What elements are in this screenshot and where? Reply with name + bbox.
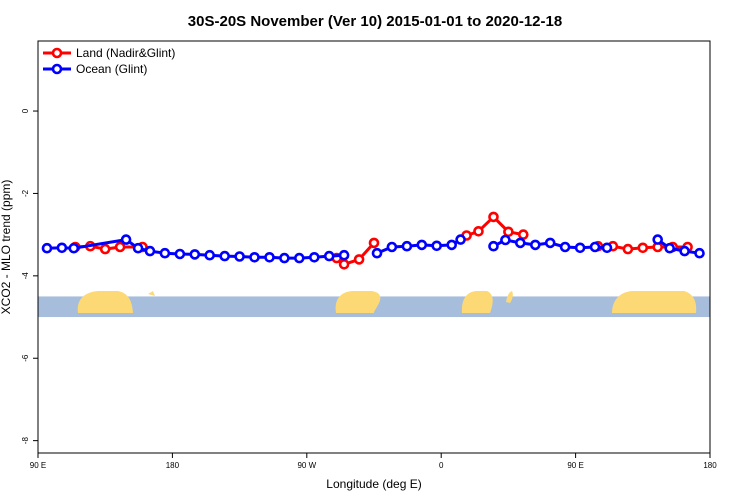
data-point bbox=[189, 249, 201, 260]
data-point bbox=[473, 226, 484, 237]
land-blob bbox=[77, 291, 133, 313]
data-point bbox=[41, 242, 53, 254]
data-point bbox=[503, 226, 514, 238]
data-point bbox=[338, 258, 350, 270]
data-point bbox=[664, 242, 676, 254]
data-point bbox=[279, 252, 290, 264]
y-tick-label: -6 bbox=[21, 354, 30, 362]
data-point bbox=[488, 240, 499, 252]
legend-marker-ocean bbox=[51, 63, 63, 75]
y-axis: 0 -2 -4 -6 -8 bbox=[21, 108, 38, 444]
data-point bbox=[234, 251, 245, 262]
data-point bbox=[159, 247, 171, 259]
data-point bbox=[488, 211, 499, 223]
y-tick-label: -4 bbox=[21, 272, 30, 280]
land-blob bbox=[148, 291, 155, 296]
x-tick-label: 0 bbox=[439, 461, 444, 470]
y-axis-label: XCO2 - MLO trend (ppm) bbox=[0, 180, 13, 315]
land-blob bbox=[335, 291, 381, 313]
x-tick-label: 90 E bbox=[30, 461, 46, 470]
data-point bbox=[204, 249, 215, 261]
x-tick-label: 180 bbox=[703, 461, 717, 470]
data-point bbox=[371, 247, 383, 259]
data-point bbox=[652, 234, 664, 245]
data-point bbox=[68, 242, 80, 254]
data-point bbox=[99, 243, 111, 255]
legend: Land (Nadir&Glint) Ocean (Glint) bbox=[43, 46, 175, 76]
data-point bbox=[323, 250, 335, 262]
data-point bbox=[416, 239, 428, 251]
data-point bbox=[132, 242, 144, 254]
data-point bbox=[517, 229, 529, 240]
land-blob bbox=[506, 291, 513, 303]
data-point bbox=[174, 248, 186, 260]
legend-marker-land bbox=[51, 47, 63, 59]
data-point bbox=[249, 251, 260, 263]
land-blob bbox=[461, 291, 493, 313]
data-point bbox=[120, 234, 132, 245]
data-point bbox=[529, 239, 541, 251]
data-point bbox=[219, 250, 230, 262]
legend-label-ocean: Ocean (Glint) bbox=[76, 62, 147, 76]
data-point bbox=[386, 241, 398, 253]
data-point bbox=[368, 237, 380, 249]
data-point bbox=[514, 237, 526, 249]
series-line bbox=[656, 238, 700, 255]
data-point bbox=[622, 243, 634, 255]
data-point bbox=[679, 245, 690, 257]
data-point bbox=[114, 241, 126, 253]
x-tick-label: 90 E bbox=[567, 461, 583, 470]
data-point bbox=[293, 252, 305, 264]
data-point bbox=[353, 254, 365, 265]
land-mask-strip bbox=[38, 291, 710, 318]
y-tick-label: -8 bbox=[21, 437, 30, 445]
land-blob bbox=[612, 291, 697, 313]
data-point bbox=[338, 249, 350, 261]
y-tick-label: 0 bbox=[21, 108, 30, 113]
data-point bbox=[574, 242, 586, 254]
data-point bbox=[544, 237, 556, 249]
data-point bbox=[56, 242, 68, 254]
series-layer bbox=[41, 211, 705, 270]
data-point bbox=[401, 240, 413, 252]
series-land bbox=[70, 211, 693, 270]
plot-frame bbox=[37, 40, 711, 454]
data-point bbox=[637, 242, 649, 254]
data-point bbox=[455, 234, 466, 245]
data-point bbox=[559, 241, 571, 253]
x-tick-label: 90 W bbox=[297, 461, 316, 470]
x-axis-label: Longitude (deg E) bbox=[326, 477, 421, 491]
data-point bbox=[601, 242, 613, 254]
data-point bbox=[446, 239, 458, 251]
data-point bbox=[589, 241, 601, 253]
data-point bbox=[144, 245, 156, 257]
x-axis: 90 E 180 90 W 0 90 E 180 bbox=[30, 453, 717, 470]
data-point bbox=[500, 234, 511, 246]
data-point bbox=[694, 247, 705, 259]
legend-label-land: Land (Nadir&Glint) bbox=[76, 46, 175, 60]
series-ocean bbox=[41, 234, 705, 264]
data-point bbox=[264, 251, 275, 263]
data-point bbox=[308, 251, 320, 263]
y-tick-label: -2 bbox=[21, 189, 30, 197]
data-point bbox=[431, 240, 443, 252]
x-tick-label: 180 bbox=[166, 461, 180, 470]
chart-title: 30S-20S November (Ver 10) 2015-01-01 to … bbox=[188, 13, 562, 30]
